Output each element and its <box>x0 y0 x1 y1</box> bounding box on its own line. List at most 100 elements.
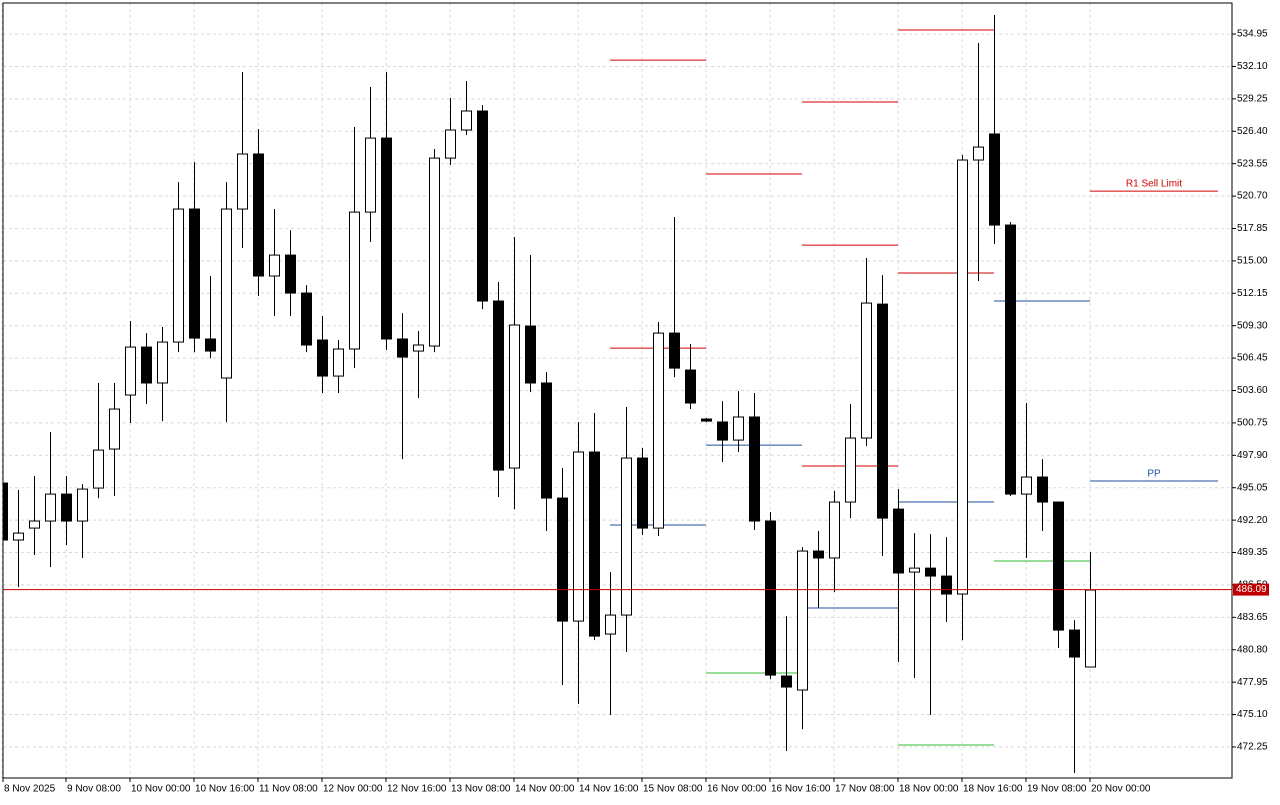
x-tick-label: 20 Nov 00:00 <box>1091 784 1151 795</box>
candle-body <box>637 457 648 529</box>
y-tick-label: 475.10 <box>1237 709 1268 720</box>
candle-body <box>61 493 72 522</box>
candle-body <box>1021 476 1032 495</box>
y-tick-label: 492.20 <box>1237 515 1268 526</box>
plot-area: R1 Sell Limit PP <box>3 15 1232 773</box>
candle-body <box>797 550 808 691</box>
y-tick-label: 500.75 <box>1237 418 1268 429</box>
x-tick-label: 16 Nov 00:00 <box>707 784 767 795</box>
candle-body <box>605 614 616 635</box>
candle-body <box>285 254 296 294</box>
y-tick-label: 520.70 <box>1237 191 1268 202</box>
candle-body <box>781 675 792 688</box>
candle-body <box>381 137 392 340</box>
y-tick-label: 497.90 <box>1237 450 1268 461</box>
level-label: PP <box>1147 469 1161 480</box>
y-tick-label: 512.15 <box>1237 288 1268 299</box>
candle-body <box>237 153 248 210</box>
x-tick-label: 18 Nov 00:00 <box>899 784 959 795</box>
candle-body <box>893 508 904 574</box>
x-tick-label: 9 Nov 08:00 <box>67 784 121 795</box>
candle-body <box>765 520 776 676</box>
current-price-label: 486.09 <box>1236 584 1267 595</box>
y-tick-label: 526.40 <box>1237 126 1268 137</box>
y-tick-label: 517.85 <box>1237 223 1268 234</box>
candle-body <box>909 567 920 573</box>
candle-body <box>669 332 680 369</box>
axes: 534.95 532.10 529.25 526.40 523.55 520.70 517.… <box>2 29 1269 795</box>
candle-body <box>221 208 232 379</box>
x-tick-label: 15 Nov 08:00 <box>643 784 703 795</box>
candle-body <box>1053 501 1064 631</box>
candle-body <box>365 137 376 213</box>
y-tick-label: 480.80 <box>1237 644 1268 655</box>
candle-body <box>301 292 312 346</box>
candle-body <box>1005 224 1016 495</box>
candle-body <box>269 254 280 277</box>
candle-body <box>445 129 456 159</box>
candle-body <box>717 421 728 441</box>
candle-body <box>941 575 952 595</box>
candle-body <box>877 303 888 519</box>
y-tick-label: 472.25 <box>1237 742 1268 753</box>
candle-body <box>173 208 184 343</box>
candle-body <box>653 332 664 529</box>
candle-body <box>77 488 88 522</box>
candle-body <box>1085 589 1096 668</box>
candle-body <box>13 532 24 541</box>
candle-body <box>477 110 488 302</box>
candle-body <box>413 344 424 352</box>
candle-body <box>813 550 824 559</box>
current-price-box <box>1233 583 1269 596</box>
candle-body <box>1069 629 1080 658</box>
candle-body <box>957 159 968 595</box>
x-tick-label: 14 Nov 16:00 <box>579 784 639 795</box>
candle-body <box>845 437 856 503</box>
candle-body <box>973 146 984 161</box>
x-tick-label: 8 Nov 2025 <box>4 784 56 795</box>
candle-body <box>861 302 872 439</box>
candle-body <box>189 208 200 339</box>
candle-body <box>429 157 440 347</box>
x-tick-label: 17 Nov 08:00 <box>835 784 895 795</box>
candle-body <box>45 493 56 522</box>
candle-body <box>125 346 136 396</box>
y-tick-label: 509.30 <box>1237 320 1268 331</box>
candle-body <box>205 338 216 352</box>
candle-body <box>621 457 632 616</box>
candle-body <box>29 520 40 529</box>
candle-body <box>397 338 408 358</box>
candle-body <box>925 567 936 577</box>
y-tick-label: 532.10 <box>1237 61 1268 72</box>
candle-body <box>141 346 152 384</box>
y-tick-label: 477.95 <box>1237 677 1268 688</box>
candle-body <box>573 451 584 622</box>
candle-body <box>589 451 600 637</box>
candle-body <box>157 341 168 384</box>
candle-body <box>349 211 360 350</box>
x-tick-label: 11 Nov 08:00 <box>259 784 318 795</box>
y-tick-label: 483.65 <box>1237 612 1268 623</box>
x-tick-label: 12 Nov 16:00 <box>387 784 447 795</box>
candle-body <box>989 133 1000 226</box>
candle-body <box>509 324 520 469</box>
level-label: R1 Sell Limit <box>1126 179 1182 190</box>
y-tick-label: 529.25 <box>1237 93 1268 104</box>
candle-body <box>685 369 696 404</box>
candle-body <box>3 482 8 541</box>
candle-body <box>493 300 504 471</box>
y-tick-label: 503.60 <box>1237 385 1268 396</box>
x-tick-label: 16 Nov 16:00 <box>771 784 831 795</box>
candle-body <box>829 501 840 559</box>
plot-frame <box>2 2 1233 779</box>
x-tick-label: 12 Nov 00:00 <box>323 784 383 795</box>
candle-body <box>733 416 744 441</box>
candle-body <box>541 382 552 499</box>
x-tick-label: 18 Nov 16:00 <box>963 784 1023 795</box>
candle-body <box>93 449 104 489</box>
x-tick-label: 13 Nov 08:00 <box>451 784 511 795</box>
grid <box>1 3 1232 778</box>
candle-body <box>333 348 344 377</box>
y-tick-label: 534.95 <box>1237 29 1268 40</box>
